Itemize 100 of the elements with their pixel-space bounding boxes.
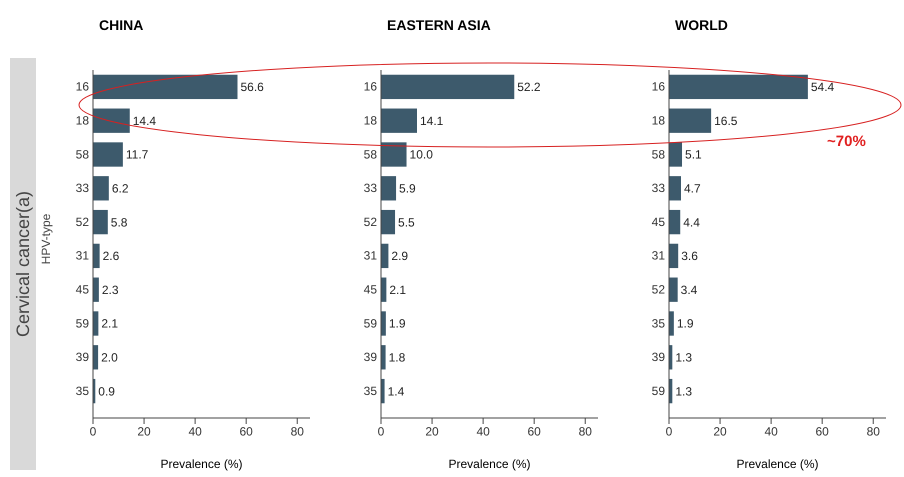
data-label: 2.9	[391, 249, 408, 264]
y-tick-label: 35	[364, 384, 378, 398]
data-label: 5.5	[398, 215, 416, 230]
x-tick-label: 0	[90, 424, 97, 439]
bar	[669, 378, 672, 404]
data-label: 1.3	[675, 350, 692, 364]
x-tick-label: 20	[425, 424, 440, 439]
x-tick-label: 0	[378, 424, 385, 439]
y-tick-label: 45	[364, 282, 378, 297]
bar	[381, 176, 396, 200]
bar	[669, 142, 682, 167]
bar	[93, 108, 130, 133]
data-label: 1.9	[388, 316, 406, 331]
y-tick-label: 33	[76, 181, 90, 196]
y-tick-label: 52	[76, 214, 90, 229]
x-tick-label: 20	[137, 424, 152, 439]
bar	[381, 210, 396, 234]
y-tick-label: 31	[652, 248, 666, 263]
bar	[669, 210, 680, 234]
data-label: 2.0	[101, 350, 118, 364]
bar	[381, 74, 514, 100]
bar	[93, 142, 123, 167]
x-tick-label: 60	[527, 424, 542, 439]
data-label: 10.0	[410, 148, 434, 162]
y-tick-label: 31	[364, 248, 378, 263]
data-label: 0.9	[98, 384, 116, 398]
x-tick-label: 40	[764, 424, 778, 439]
y-axis-title: HPV-type	[39, 213, 53, 264]
bar	[669, 74, 808, 100]
data-label: 14.1	[420, 114, 444, 128]
y-tick-label: 16	[652, 80, 666, 94]
data-label: 2.3	[102, 282, 119, 297]
data-label: 2.1	[389, 282, 406, 297]
x-tick-label: 0	[666, 424, 673, 439]
x-axis-title: Prevalence (%)	[448, 457, 531, 471]
data-label: 54.4	[810, 80, 835, 94]
data-label: 11.7	[126, 148, 149, 162]
y-tick-label: 52	[364, 214, 378, 229]
y-tick-label: 45	[652, 214, 666, 229]
bar	[93, 278, 99, 302]
y-tick-label: 18	[76, 114, 90, 128]
y-tick-label: 18	[652, 114, 666, 128]
x-tick-label: 60	[815, 424, 830, 439]
chart-title: WORLD	[675, 17, 728, 33]
bar	[669, 311, 674, 336]
data-label: 5.1	[685, 148, 702, 162]
bar	[669, 244, 678, 268]
annotation: ~70%	[827, 133, 866, 150]
y-tick-label: 33	[652, 181, 666, 196]
x-tick-label: 40	[476, 424, 490, 439]
bar	[669, 278, 678, 302]
bar	[93, 244, 100, 268]
bar	[381, 108, 417, 133]
chart-title: CHINA	[99, 17, 144, 33]
data-label: 4.4	[683, 215, 700, 230]
bar	[93, 176, 109, 200]
data-label: 16.5	[714, 114, 738, 128]
y-tick-label: 59	[652, 384, 666, 398]
bar	[93, 210, 108, 234]
x-axis-title: Prevalence (%)	[160, 457, 243, 471]
data-label: 2.6	[102, 249, 120, 264]
data-label: 56.6	[240, 80, 264, 94]
x-tick-label: 80	[290, 424, 304, 439]
bar	[381, 142, 407, 167]
y-tick-label: 18	[364, 114, 378, 128]
data-label: 6.2	[112, 182, 129, 196]
data-label: 1.3	[675, 384, 692, 398]
data-label: 14.4	[132, 114, 156, 128]
data-label: 2.1	[101, 316, 118, 331]
x-tick-label: 60	[239, 424, 254, 439]
y-tick-label: 31	[76, 248, 90, 263]
y-tick-label: 33	[364, 181, 378, 196]
x-tick-label: 20	[713, 424, 728, 439]
y-tick-label: 16	[76, 80, 90, 94]
y-tick-label: 59	[76, 316, 90, 330]
data-label: 1.4	[388, 384, 405, 398]
data-label: 5.8	[110, 215, 128, 230]
y-tick-label: 58	[76, 147, 90, 162]
y-tick-label: 52	[652, 282, 666, 297]
data-label: 1.8	[388, 350, 406, 364]
data-label: 3.4	[680, 282, 698, 297]
bar	[669, 108, 712, 133]
y-tick-label: 45	[76, 282, 90, 297]
y-tick-label: 16	[364, 80, 378, 94]
bar	[381, 244, 388, 268]
data-label: 4.7	[684, 182, 702, 196]
bar	[381, 278, 386, 302]
data-label: 3.6	[681, 249, 698, 264]
bar	[381, 311, 386, 336]
y-tick-label: 39	[652, 350, 666, 364]
data-label: 1.9	[676, 316, 694, 331]
data-label: 52.2	[517, 80, 541, 94]
x-tick-label: 40	[188, 424, 202, 439]
y-tick-label: 39	[364, 350, 378, 364]
y-tick-label: 58	[652, 147, 666, 162]
x-tick-label: 80	[578, 424, 592, 439]
bar	[93, 311, 98, 336]
y-tick-label: 58	[364, 147, 378, 162]
bar	[669, 176, 681, 200]
data-label: 5.9	[399, 182, 416, 196]
